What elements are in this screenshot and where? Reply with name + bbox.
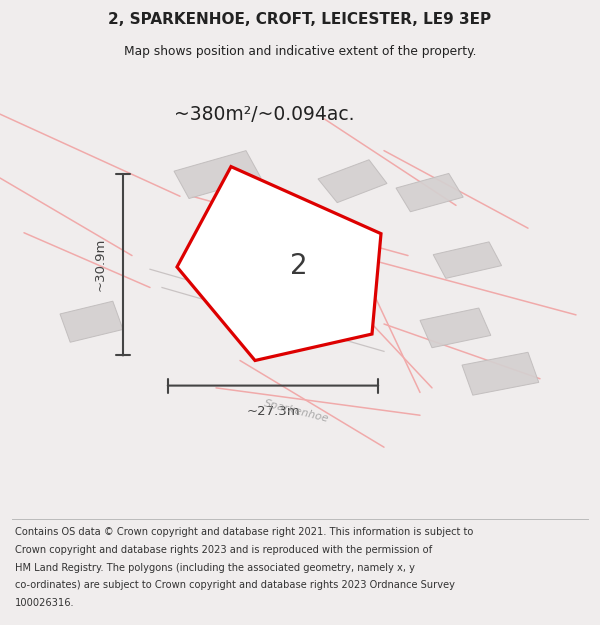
Polygon shape <box>420 308 491 348</box>
Polygon shape <box>396 173 463 212</box>
Text: 2, SPARKENHOE, CROFT, LEICESTER, LE9 3EP: 2, SPARKENHOE, CROFT, LEICESTER, LE9 3EP <box>109 12 491 27</box>
Text: Contains OS data © Crown copyright and database right 2021. This information is : Contains OS data © Crown copyright and d… <box>15 527 473 537</box>
Text: Crown copyright and database rights 2023 and is reproduced with the permission o: Crown copyright and database rights 2023… <box>15 545 432 555</box>
Text: 100026316.: 100026316. <box>15 598 74 608</box>
Text: ~30.9m: ~30.9m <box>93 238 106 291</box>
Polygon shape <box>177 167 381 361</box>
Text: Map shows position and indicative extent of the property.: Map shows position and indicative extent… <box>124 44 476 58</box>
Text: Sparkenhoe: Sparkenhoe <box>263 399 331 424</box>
Text: HM Land Registry. The polygons (including the associated geometry, namely x, y: HM Land Registry. The polygons (includin… <box>15 562 415 572</box>
Text: ~380m²/~0.094ac.: ~380m²/~0.094ac. <box>174 104 355 124</box>
Polygon shape <box>318 160 387 202</box>
Text: co-ordinates) are subject to Crown copyright and database rights 2023 Ordnance S: co-ordinates) are subject to Crown copyr… <box>15 580 455 590</box>
Polygon shape <box>252 213 333 271</box>
Polygon shape <box>433 242 502 278</box>
Polygon shape <box>60 301 123 343</box>
Polygon shape <box>174 151 261 199</box>
Text: ~27.3m: ~27.3m <box>246 405 300 418</box>
Polygon shape <box>462 352 539 395</box>
Text: 2: 2 <box>290 252 308 279</box>
